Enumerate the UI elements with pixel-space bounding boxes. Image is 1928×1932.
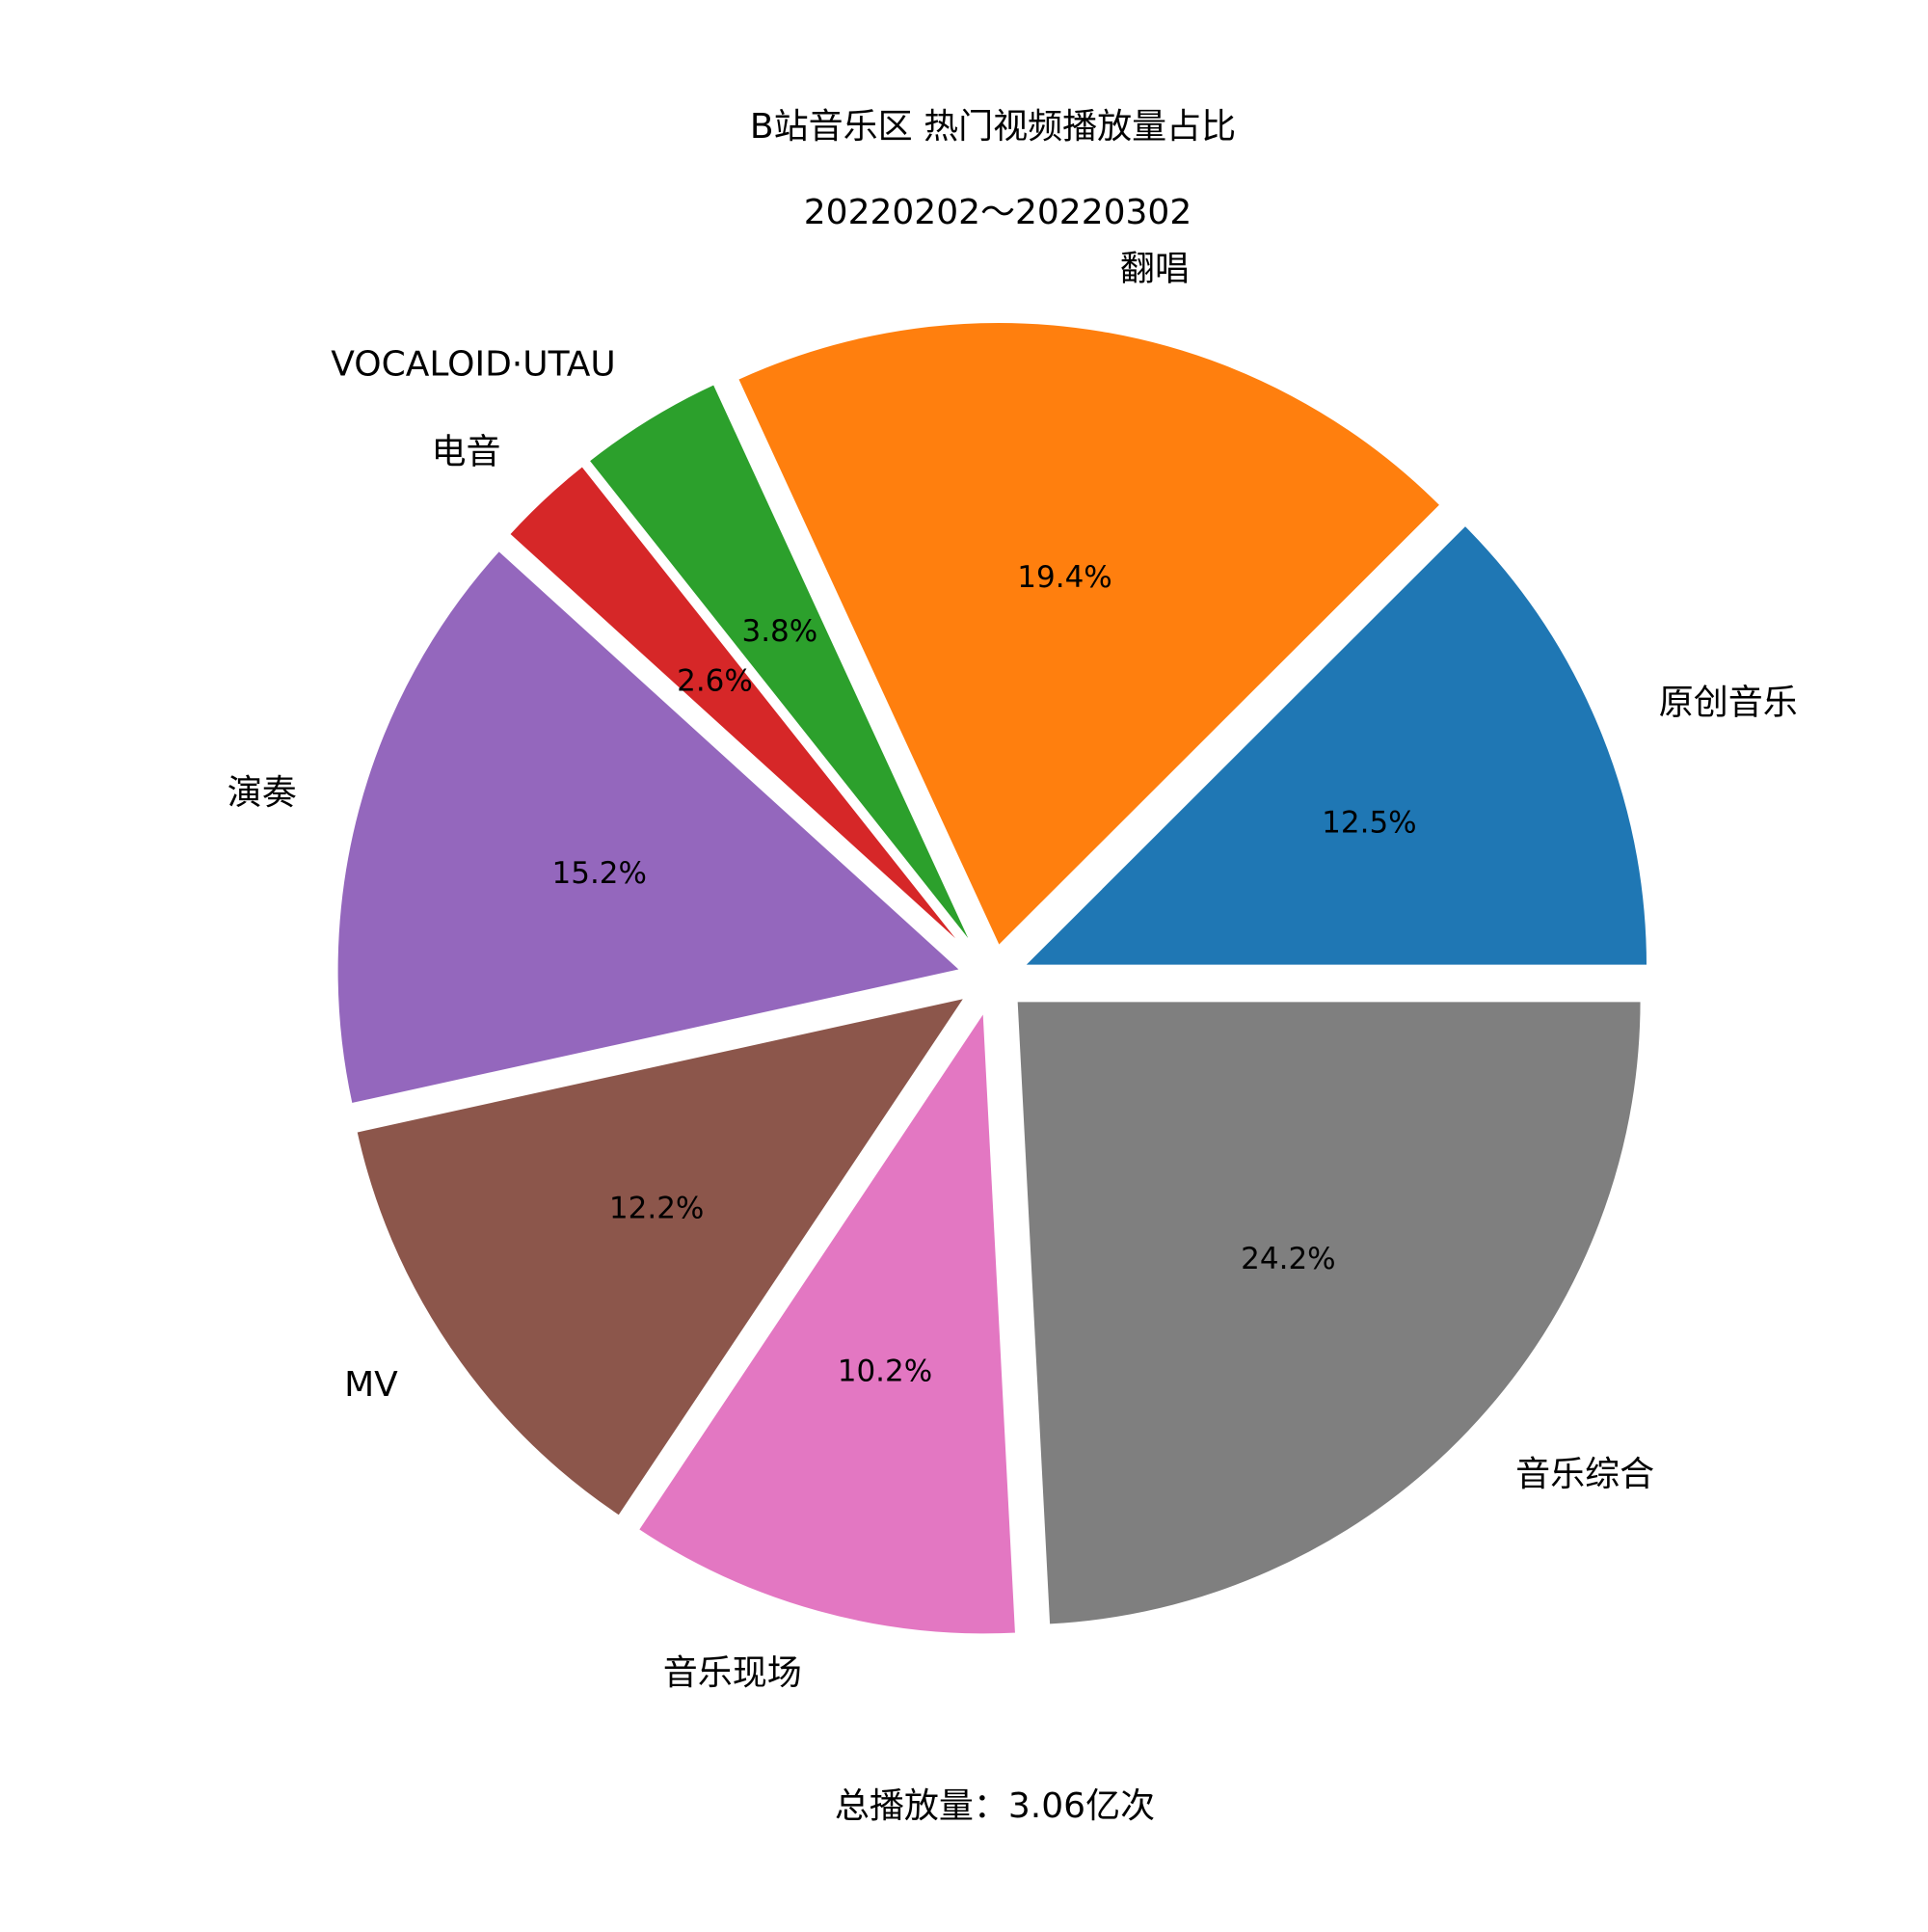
pie-slice	[734, 319, 1445, 952]
slice-category-label: MV	[344, 1365, 398, 1405]
slice-category-label: 电音	[432, 432, 501, 471]
slice-category-label: 原创音乐	[1659, 684, 1798, 723]
slice-percentage-label: 12.2%	[609, 1191, 704, 1225]
pie-slice	[334, 546, 967, 1108]
pie-slices	[334, 319, 1651, 1638]
slice-percentage-label: 12.5%	[1322, 805, 1416, 840]
chart-subtitle: 20220202～20220302	[804, 193, 1192, 232]
slice-category-label: 音乐综合	[1515, 1455, 1654, 1494]
slice-percentage-label: 19.4%	[1017, 560, 1111, 595]
pie-slice	[352, 993, 972, 1520]
pie-slice	[1013, 998, 1645, 1628]
total-plays-note: 总播放量：3.06亿次	[835, 1786, 1155, 1826]
pie-slice	[633, 1003, 1020, 1638]
slice-percentage-label: 2.6%	[677, 663, 753, 698]
slice-percentage-label: 15.2%	[552, 856, 647, 891]
chart-title: B站音乐区 热门视频播放量占比	[750, 107, 1236, 147]
slice-percentage-label: 3.8%	[741, 614, 817, 649]
pie-slice	[1017, 521, 1651, 969]
slice-category-label: VOCALOID·UTAU	[331, 345, 616, 385]
slice-category-label: 翻唱	[1120, 250, 1190, 289]
pie-slice	[504, 461, 974, 957]
slice-percentage-label: 10.2%	[838, 1354, 932, 1388]
slice-category-label: 音乐现场	[663, 1653, 802, 1693]
pie-slice	[584, 380, 978, 953]
pie-labels: 12.5% 原创音乐 19.4% 翻唱 3.8% VOCALOID·UTAU 2.6% 电音 1…	[228, 250, 1798, 1694]
slice-category-label: 演奏	[228, 773, 297, 813]
slice-percentage-label: 24.2%	[1241, 1242, 1335, 1276]
